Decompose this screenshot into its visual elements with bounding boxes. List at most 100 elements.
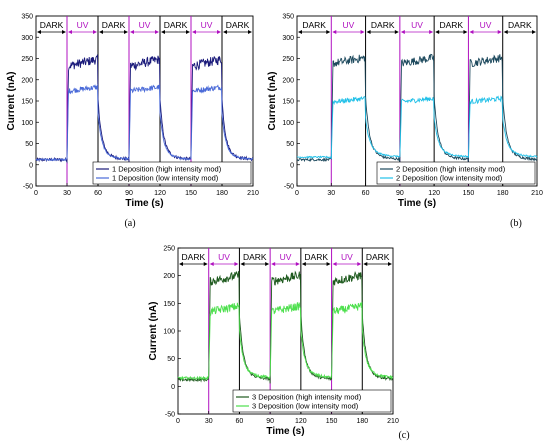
x-tick-label: 210 <box>247 190 259 197</box>
y-tick-label: 250 <box>282 56 294 63</box>
y-tick-label: -50 <box>23 184 33 191</box>
phase-arrowhead-right <box>326 30 331 34</box>
phase-arrowhead-left <box>99 30 103 34</box>
legend-entry-1: 2 Deposition (high intensity mod) <box>396 165 506 174</box>
phase-arrowhead-right <box>388 262 392 266</box>
x-tick-label: 180 <box>497 190 509 197</box>
x-tick-label: 120 <box>154 190 166 197</box>
phase-label-dark: DARK <box>302 20 326 30</box>
x-tick-label: 90 <box>266 418 274 425</box>
phase-arrowhead-left <box>301 262 306 266</box>
phase-label-dark: DARK <box>182 252 206 262</box>
series-line-2 <box>35 83 254 162</box>
phase-label-uv: UV <box>201 20 213 30</box>
x-axis-label: Time (s) <box>125 198 163 209</box>
phase-label-uv: UV <box>341 252 353 262</box>
phase-arrowhead-right <box>429 30 434 34</box>
legend-entry-1: 1 Deposition (high intensity mod) <box>112 165 222 174</box>
y-tick-label: 50 <box>167 356 175 363</box>
phase-arrowhead-right <box>248 30 252 34</box>
phase-arrowhead-right <box>155 30 159 34</box>
chart-panel-2: DARK UV DARK UV DARK UV DARK 0 30 60 90 120 150 180 21… <box>267 14 543 230</box>
y-tick-label: 0 <box>29 162 33 169</box>
phase-arrowhead-right <box>357 262 362 266</box>
legend-entry-2: 1 Deposition (low intensity mod) <box>112 174 219 183</box>
x-tick-label: 30 <box>205 418 213 425</box>
phase-arrowhead-right <box>124 30 128 34</box>
phase-arrowhead-left <box>68 30 72 34</box>
legend-entry-2: 3 Deposition (low intensity mod) <box>252 402 359 411</box>
y-tick-label: -50 <box>284 184 294 191</box>
y-tick-label: 150 <box>282 99 294 106</box>
phase-label-dark: DARK <box>366 252 390 262</box>
phase-label-dark: DARK <box>304 252 328 262</box>
y-tick-label: 50 <box>25 141 33 148</box>
y-tick-label: 350 <box>21 14 33 21</box>
phase-arrowhead-right <box>295 262 300 266</box>
phase-arrowhead-right <box>497 30 502 34</box>
phase-arrowhead-left <box>271 262 276 266</box>
y-tick-label: 300 <box>282 35 294 42</box>
legend-entry-1: 3 Deposition (high intensity mod) <box>252 393 362 402</box>
y-tick-label: 50 <box>286 141 294 148</box>
legend: 2 Deposition (high intensity mod)2 Depos… <box>376 161 536 185</box>
y-tick-label: 100 <box>282 120 294 127</box>
x-tick-label: 120 <box>428 190 440 197</box>
legend-box <box>232 389 392 413</box>
phase-arrowhead-left <box>469 30 474 34</box>
phase-label-dark: DARK <box>371 20 395 30</box>
y-tick-label: 200 <box>21 77 33 84</box>
phase-arrowhead-left <box>366 30 371 34</box>
phase-label-dark: DARK <box>102 20 126 30</box>
y-axis-label: Current (nA) <box>267 72 278 131</box>
phase-label-uv: UV <box>139 20 151 30</box>
panel-label: (b) <box>510 218 522 229</box>
phase-label-uv: UV <box>343 20 355 30</box>
x-tick-label: 30 <box>327 190 335 197</box>
phase-arrowhead-right <box>360 30 365 34</box>
y-tick-label: 300 <box>21 35 33 42</box>
phase-arrowhead-right <box>203 262 208 266</box>
phase-label-dark: DARK <box>243 252 267 262</box>
y-tick-label: 0 <box>290 162 294 169</box>
phase-arrowhead-left <box>240 262 245 266</box>
y-tick-label: 0 <box>171 384 175 391</box>
x-tick-label: 0 <box>176 418 180 425</box>
panel-label: (a) <box>124 218 135 229</box>
x-tick-label: 150 <box>326 418 338 425</box>
y-tick-label: 150 <box>21 99 33 106</box>
phase-arrowhead-right <box>93 30 97 34</box>
phase-arrowhead-right <box>62 30 66 34</box>
y-tick-label: 200 <box>163 273 175 280</box>
phase-arrowhead-right <box>186 30 190 34</box>
x-tick-label: 0 <box>295 190 299 197</box>
phase-label-uv: UV <box>480 20 492 30</box>
y-tick-label: 350 <box>282 14 294 21</box>
phase-label-dark: DARK <box>439 20 463 30</box>
legend-box <box>376 161 536 185</box>
phase-arrowhead-left <box>503 30 508 34</box>
y-tick-label: 200 <box>282 77 294 84</box>
x-tick-label: 0 <box>34 190 38 197</box>
phase-label-dark: DARK <box>226 20 250 30</box>
series-line-1 <box>296 53 538 164</box>
phase-arrowhead-right <box>265 262 270 266</box>
y-tick-label: 100 <box>163 329 175 336</box>
phase-arrowhead-left <box>130 30 134 34</box>
phase-arrowhead-right <box>463 30 468 34</box>
phase-label-dark: DARK <box>40 20 64 30</box>
phase-label-uv: UV <box>411 20 423 30</box>
y-tick-label: 250 <box>163 246 175 253</box>
series-line-1 <box>177 270 394 384</box>
phase-arrowhead-right <box>394 30 399 34</box>
y-tick-label: 100 <box>21 120 33 127</box>
series-line-1 <box>35 54 254 164</box>
legend-entry-2: 2 Deposition (low intensity mod) <box>396 174 503 183</box>
x-tick-label: 210 <box>531 190 543 197</box>
phase-arrowhead-left <box>192 30 196 34</box>
phase-arrowhead-right <box>217 30 221 34</box>
x-tick-label: 150 <box>185 190 197 197</box>
legend: 1 Deposition (high intensity mod)1 Depos… <box>92 161 252 185</box>
phase-label-dark: DARK <box>508 20 532 30</box>
